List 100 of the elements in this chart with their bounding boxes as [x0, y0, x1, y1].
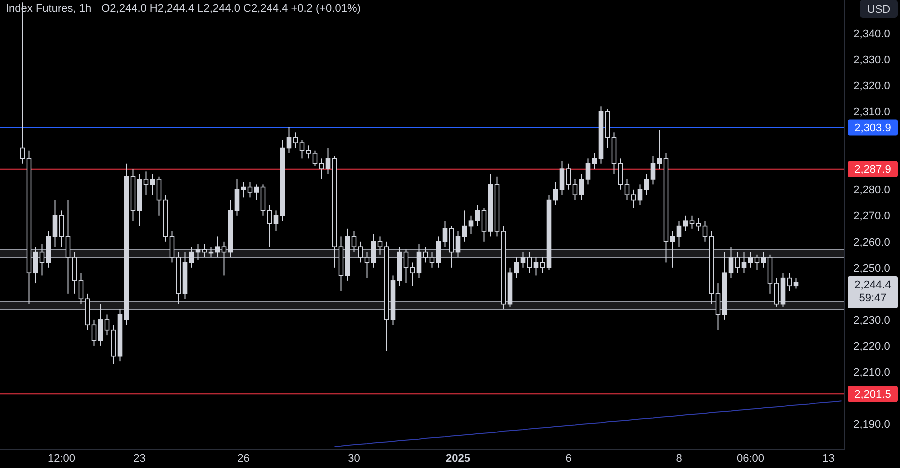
candlestick: [293, 132, 298, 149]
candlestick: [215, 236, 220, 258]
candlestick: [514, 257, 520, 279]
candlestick: [754, 254, 760, 272]
candlestick: [234, 178, 240, 216]
candlestick: [72, 252, 78, 294]
candlestick: [78, 272, 84, 305]
candlestick: [794, 278, 799, 290]
candlestick: [358, 241, 364, 264]
candlestick: [430, 252, 435, 268]
candlestick: [644, 174, 650, 196]
x-tick-label: 23: [134, 453, 146, 465]
candlestick: [423, 246, 428, 264]
candlestick: [319, 158, 324, 180]
candlestick: [326, 148, 331, 175]
candlestick: [742, 252, 747, 274]
x-tick-label: 6: [566, 453, 572, 465]
candlestick: [404, 249, 409, 284]
ref-line-label: 2,287.9: [854, 164, 892, 176]
candlestick: [144, 171, 149, 196]
x-tick-label: 8: [676, 453, 682, 465]
candlestick: [728, 246, 734, 279]
y-tick-label: 2,260.0: [854, 236, 890, 249]
x-tick-label: 2025: [446, 453, 470, 465]
candlestick: [300, 140, 305, 160]
y-tick-label: 2,210.0: [854, 366, 890, 379]
candlestick: [650, 156, 656, 186]
candlestick: [618, 158, 624, 190]
y-tick-label: 2,320.0: [854, 80, 890, 93]
candlestick: [586, 158, 591, 186]
candlestick: [748, 252, 754, 268]
candlestick: [52, 200, 58, 248]
y-tick-label: 2,310.0: [854, 106, 890, 119]
x-tick-label: 06:00: [736, 453, 765, 465]
candlestick: [702, 220, 708, 242]
candlestick: [410, 262, 416, 287]
candlestick: [456, 231, 461, 258]
y-tick-label: 2,330.0: [854, 54, 890, 67]
y-tick-label: 2,340.0: [854, 28, 890, 41]
candlestick: [449, 226, 454, 268]
candlestick: [40, 244, 45, 276]
candlestick: [416, 244, 422, 279]
candlestick: [657, 130, 662, 170]
candlestick: [286, 126, 292, 154]
candlestick: [92, 319, 97, 346]
candlestick: [534, 257, 539, 276]
text: USD: [867, 4, 891, 16]
x-tick-label: 12:00: [48, 453, 76, 465]
candlestick: [352, 231, 357, 253]
y-tick-label: 2,270.0: [854, 210, 890, 223]
x-tick-label: 30: [348, 453, 360, 465]
candlestick: [104, 314, 110, 336]
x-tick-label: 26: [238, 453, 250, 465]
candlestick: [761, 252, 766, 268]
candlestick: [222, 241, 227, 276]
candlestick: [189, 246, 194, 268]
candlestick: [274, 210, 279, 232]
candlestick: [579, 174, 584, 201]
candlestick: [787, 272, 792, 292]
candlestick: [690, 215, 695, 230]
candlestick: [540, 257, 546, 274]
candlestick: [59, 210, 64, 248]
candlestick: [716, 283, 721, 331]
candlestick: [254, 184, 260, 201]
chart-subtitle: O2,244.0 H2,244.4 L2,244.0 C2,244.4 +0.2 (+0.01%): [102, 3, 361, 15]
text: 2,244.4: [854, 279, 892, 292]
candlestick: [774, 278, 780, 308]
candlestick: [683, 215, 688, 232]
candlestick: [468, 215, 474, 235]
line-series: [334, 400, 842, 448]
candlestick: [462, 210, 468, 242]
candlestick: [527, 252, 532, 274]
candlestick: [241, 182, 246, 198]
candlestick: [66, 200, 71, 294]
candlestick: [150, 174, 156, 196]
candlestick: [98, 304, 104, 346]
y-tick-label: 2,190.0: [854, 418, 890, 431]
candlestick: [520, 252, 526, 268]
candlestick: [156, 176, 162, 216]
candlestick: [312, 150, 318, 167]
candlestick: [442, 220, 448, 248]
candlestick: [260, 184, 266, 216]
candlestick: [364, 252, 370, 279]
y-tick-label: 2,220.0: [854, 340, 890, 353]
y-tick-label: 2,250.0: [854, 262, 890, 275]
candlestick: [248, 182, 253, 198]
candlestick: [475, 204, 480, 227]
candlestick: [624, 178, 630, 201]
candlestick: [170, 231, 175, 264]
candlestick: [33, 246, 38, 284]
candlestick: [670, 231, 676, 268]
candlestick: [676, 220, 682, 248]
candlestick: [566, 163, 572, 190]
candlestick: [572, 178, 578, 201]
candlestick: [482, 208, 487, 242]
candlestick: [560, 160, 565, 196]
candlestick: [631, 189, 636, 209]
candlestick: [306, 145, 312, 160]
y-tick-label: 2,280.0: [854, 184, 890, 197]
text: 59:47: [859, 292, 887, 304]
